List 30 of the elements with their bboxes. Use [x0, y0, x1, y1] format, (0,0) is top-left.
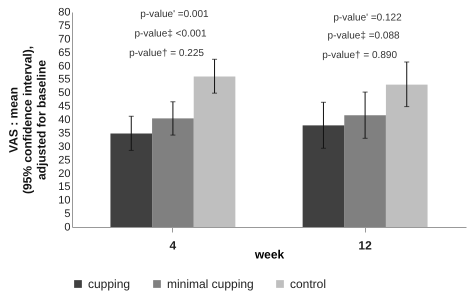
y-tick-label: 5: [64, 208, 70, 220]
y-tick-label: 50: [58, 87, 70, 100]
y-tick-label: 15: [58, 181, 70, 194]
y-tick-label: 40: [58, 114, 70, 126]
y-tick-label: 10: [58, 194, 70, 207]
annotation: p-value' =0.001: [140, 9, 210, 20]
annotation: p-value† = 0.890: [322, 50, 398, 61]
y-tick-label: 70: [58, 33, 70, 46]
legend-label: cupping: [88, 277, 130, 291]
y-tick-label: 35: [58, 127, 70, 140]
annotation: p-value' =0.122: [333, 12, 402, 24]
y-tick-label: 75: [58, 20, 70, 32]
annotation: p-value† = 0.225: [129, 48, 204, 59]
y-axis-title: VAS : mean (95% confidence interval), adjusted for baseline: [6, 46, 48, 194]
legend-label: control: [290, 277, 326, 291]
y-tick-label: 55: [58, 74, 70, 86]
y-tick-label: 30: [58, 140, 70, 153]
y-tick-label: 60: [58, 60, 70, 72]
x-tick-label: 12: [358, 238, 372, 252]
y-tick-label: 25: [58, 154, 70, 166]
y-tick-label: 65: [58, 46, 70, 59]
y-tick-label: 80: [58, 6, 70, 18]
y-tick-label: 0: [64, 222, 70, 234]
annotation: p-value‡ =0.088: [328, 30, 400, 42]
annotation: p-value‡ <0.001: [134, 28, 207, 40]
legend-label: minimal cupping: [167, 277, 254, 291]
y-tick-label: 45: [58, 100, 70, 113]
y-tick-label: 20: [58, 168, 70, 180]
x-tick-label: 4: [170, 238, 177, 252]
x-axis-title: week: [254, 248, 284, 262]
